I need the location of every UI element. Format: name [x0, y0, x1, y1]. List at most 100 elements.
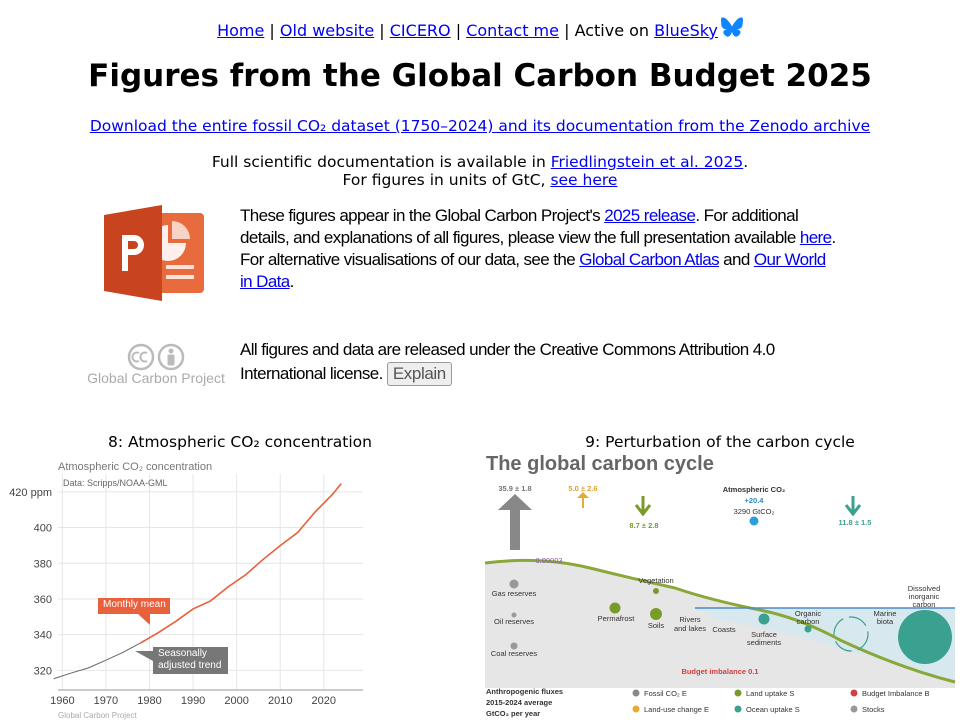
diagram-label: 8.7 ± 2.8 [629, 521, 658, 530]
bluesky-link[interactable]: BlueSky [654, 21, 718, 40]
annotation: Seasonally adjusted trend [158, 648, 222, 671]
stock-dot [511, 612, 517, 618]
cc-logo: Global Carbon Project [87, 343, 225, 386]
diagram-label: Budget Imbalance B [862, 689, 930, 698]
y-tick-label: 340 [34, 630, 52, 642]
diagram-label: Gas reserves [492, 589, 537, 598]
nav-text: Active on [574, 21, 650, 40]
diagram-label: Coal reserves [491, 649, 538, 658]
annotation-box [98, 598, 170, 614]
fossil-arrow [498, 494, 532, 550]
nav-separator: | [269, 21, 275, 40]
annotation-pointer [135, 651, 153, 661]
diagram-label: Surface [751, 630, 777, 639]
diagram-label: Stocks [862, 705, 885, 714]
stock-dot [653, 588, 659, 594]
gtc-link[interactable]: see here [550, 171, 618, 189]
intro-text: . For alternative visualisations of our … [240, 228, 836, 269]
explain-button[interactable]: Explain [386, 362, 452, 386]
legend-swatch [850, 705, 858, 713]
x-tick-label: 1980 [137, 695, 161, 707]
mixing-icon [833, 616, 869, 652]
intro-text: . For additional details, and explanatio… [240, 206, 800, 247]
cc-logo-text: Global Carbon Project [87, 370, 225, 386]
intro-link[interactable]: Global Carbon Atlas [579, 250, 720, 269]
docs-text: Full scientific documentation is availab… [0, 153, 960, 189]
diagram-label: Permafrost [598, 614, 636, 623]
intro-text: These figures appear in the Global Carbo… [240, 205, 840, 293]
figure-caption: 9: Perturbation of the carbon cycle [585, 433, 855, 451]
powerpoint-icon [104, 205, 204, 301]
nav-bar: Home | Old website | CICERO | Contact me… [0, 17, 960, 40]
diagram-label: Atmospheric CO₂ [723, 485, 786, 494]
diagram-label: Fossil CO₂ E [644, 689, 687, 698]
intro-link[interactable]: 2025 release [604, 206, 696, 225]
intro-text: . [289, 272, 295, 291]
license-text: All figures and data are released under … [240, 340, 775, 383]
diagram-label: 3290 GtCO₂ [734, 507, 775, 516]
stock-dot [510, 642, 518, 650]
stock-dot [758, 613, 770, 625]
diagram-label: Coasts [712, 625, 736, 634]
diagram-label: inorganic [909, 592, 940, 601]
atmosphere-stock [749, 516, 759, 526]
intro-text: and [719, 250, 754, 269]
annotation-box [153, 647, 228, 674]
bluesky-icon [720, 17, 743, 37]
stock-dot [898, 610, 952, 664]
nav-separator: | [564, 21, 570, 40]
annotation-text: Seasonally adjusted trend [158, 648, 222, 671]
bluesky-icon [720, 17, 743, 37]
annotation: Monthly mean [103, 599, 166, 610]
paper-link[interactable]: Friedlingstein et al. 2025 [550, 153, 744, 171]
x-tick-label: 2020 [312, 695, 336, 707]
carbon-cycle-diagram: The global carbon cycle 35.9 ± 1.8 5.0 ± 2… [484, 453, 956, 718]
intro-text: These figures appear in the Global Carbo… [240, 206, 605, 225]
download-link[interactable]: Download the entire fossil CO₂ dataset (… [89, 117, 871, 135]
x-tick-label: 1960 [50, 695, 74, 707]
license-text: All figures and data are released under … [240, 338, 850, 386]
legend-swatch [734, 705, 742, 713]
y-tick-label: 360 [34, 594, 52, 606]
land-arrow [634, 496, 652, 517]
nav-link[interactable]: Old website [279, 21, 375, 40]
legend-swatch [734, 689, 742, 697]
page-title: Figures from the Global Carbon Budget 20… [88, 58, 872, 94]
y-tick-label: 380 [34, 558, 52, 570]
stock-dot [804, 625, 812, 633]
diagram-label: biota [877, 617, 894, 626]
nav-link[interactable]: Home [217, 21, 265, 40]
diagram-label: Land uptake S [746, 689, 794, 698]
docs-end: . [743, 153, 749, 171]
diagram-label: Land-use change E [644, 705, 709, 714]
nav-separator: | [455, 21, 462, 40]
diagram-label: Rivers [679, 615, 701, 624]
x-tick-label: 1990 [181, 695, 205, 707]
diagram-label: Oil reserves [494, 617, 534, 626]
ocean-arrow [844, 496, 862, 517]
annotation-text: Monthly mean [103, 599, 166, 610]
nav-link[interactable]: CICERO [389, 21, 451, 40]
stock-dot [609, 602, 621, 614]
intro-link[interactable]: Our World in Data [240, 250, 826, 291]
diagram-label: sediments [747, 638, 781, 647]
diagram-label: carbon [797, 617, 820, 626]
diagram-label: and lakes [674, 624, 706, 633]
co2-chart: 320 340 360 380 400 420 ppm 1960 1970 1980 1990 20… [9, 461, 363, 720]
x-tick-label: 2000 [224, 695, 248, 707]
diagram-title: The global carbon cycle [486, 453, 714, 475]
legend-swatch [632, 705, 640, 713]
stock-dot [509, 579, 519, 589]
diagram-label: Dissolved [908, 584, 941, 593]
diagram-label: 35.9 ± 1.8 [498, 484, 531, 493]
diagram-label: 2015-2024 average [486, 698, 552, 707]
diagram-label: Vegetation [638, 576, 673, 585]
diagram-label: 0.00003 [535, 556, 562, 565]
stock-dot [650, 608, 662, 620]
nav-link[interactable]: Contact me [466, 21, 559, 40]
luc-arrow [577, 492, 589, 508]
diagram-label: Anthropogenic fluxes [486, 687, 563, 696]
intro-link[interactable]: here [799, 228, 832, 247]
series-line [140, 483, 342, 644]
